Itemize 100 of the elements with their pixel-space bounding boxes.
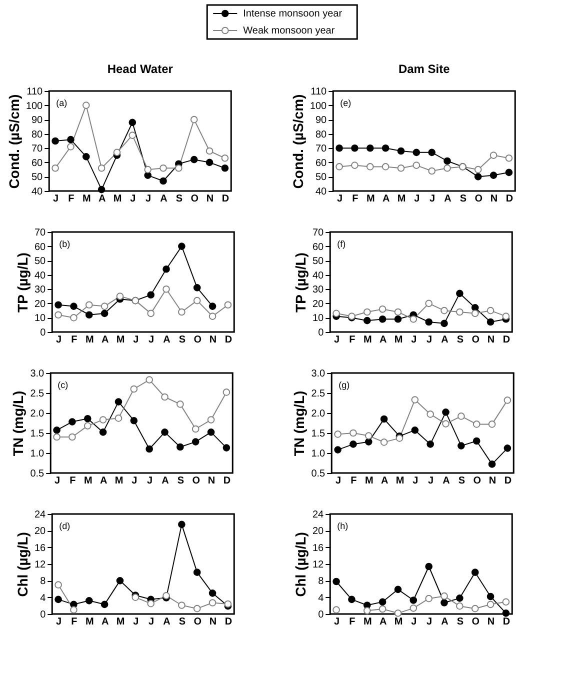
y-axis-title: Chl (µg/L) (292, 532, 308, 597)
x-tick-label: S (456, 616, 464, 628)
y-tick-label: 30 (312, 284, 324, 296)
x-tick-label: M (85, 616, 94, 628)
x-tick-label: J (428, 476, 434, 486)
x-tick-label: D (502, 334, 510, 346)
x-tick-label: F (350, 476, 357, 486)
x-tick-label: N (487, 334, 495, 346)
y-tick-label: 16 (312, 542, 324, 554)
x-tick-label: M (113, 194, 122, 204)
y-tick-label: 60 (316, 158, 328, 169)
x-tick-label: N (487, 616, 495, 628)
y-tick-label: 60 (312, 242, 324, 253)
y-axis-title: Cond. (µS/cm) (6, 94, 22, 189)
y-tick-label: 3.0 (311, 368, 326, 380)
x-tick-label: M (394, 334, 403, 346)
y-tick-label: 80 (316, 129, 328, 140)
x-tick-label: A (382, 194, 390, 204)
x-tick-label: J (334, 616, 340, 628)
y-tick-label: 1.0 (311, 448, 326, 460)
x-tick-label: J (54, 476, 60, 486)
x-tick-label: A (98, 194, 106, 204)
annotation: (a) (56, 98, 68, 108)
y-tick-label: 110 (310, 86, 328, 98)
x-tick-label: J (337, 194, 343, 204)
x-tick-label: O (473, 476, 482, 486)
x-tick-label: A (379, 334, 387, 346)
y-tick-label: 50 (32, 172, 44, 184)
y-tick-label: 100 (310, 100, 328, 112)
y-tick-label: 24 (34, 510, 46, 520)
y-tick-label: 20 (312, 526, 324, 538)
y-tick-label: 4 (318, 592, 324, 604)
y-tick-label: 90 (32, 115, 44, 126)
y-tick-label: 0 (40, 328, 46, 338)
x-tick-label: J (133, 616, 139, 628)
x-tick-label: M (394, 616, 403, 628)
x-tick-label: F (68, 194, 74, 204)
chart-title: Dam Site (398, 62, 450, 76)
y-tick-label: 2.5 (30, 388, 45, 400)
x-tick-label: A (163, 616, 170, 628)
x-tick-label: N (488, 476, 496, 486)
y-tick-label: 70 (34, 228, 46, 238)
y-tick-label: 3.0 (30, 368, 45, 380)
legend-label: Weak monsoon year (243, 26, 336, 36)
x-tick-label: S (458, 476, 466, 486)
y-tick-label: 80 (32, 129, 44, 140)
x-tick-label: M (82, 194, 91, 204)
y-tick-label: 4 (40, 592, 46, 604)
x-tick-label: A (444, 194, 452, 204)
x-tick-label: M (363, 616, 372, 628)
annotation: (c) (58, 380, 68, 390)
y-tick-label: 2.0 (311, 408, 326, 420)
y-tick-label: 0 (40, 610, 46, 620)
x-tick-label: J (146, 194, 152, 204)
x-tick-label: J (412, 476, 418, 486)
x-tick-label: F (352, 194, 358, 204)
annotation: (g) (338, 380, 350, 390)
x-tick-label: F (349, 334, 356, 346)
y-tick-label: 90 (316, 115, 328, 126)
y-tick-label: 10 (312, 313, 324, 324)
x-tick-label: D (223, 476, 231, 486)
x-tick-label: M (84, 476, 92, 486)
legend-label: Intense monsoon year (243, 8, 343, 20)
y-tick-label: 50 (316, 172, 328, 184)
y-tick-label: 24 (312, 510, 324, 520)
x-tick-label: J (147, 476, 153, 486)
x-tick-label: J (430, 194, 436, 204)
x-tick-label: O (194, 616, 202, 628)
y-tick-label: 8 (40, 576, 46, 588)
x-tick-label: J (334, 334, 340, 346)
y-axis-title: TP (µg/L) (292, 252, 308, 312)
y-tick-label: 30 (34, 284, 46, 296)
x-tick-label: A (160, 194, 168, 204)
x-tick-label: N (209, 334, 217, 346)
x-tick-label: N (206, 194, 214, 204)
y-tick-label: 60 (34, 242, 46, 253)
annotation: (e) (340, 98, 352, 108)
y-tick-label: 70 (312, 228, 324, 238)
y-axis-title: TP (µg/L) (14, 252, 30, 312)
x-tick-label: M (85, 334, 94, 346)
x-tick-label: A (100, 476, 108, 486)
y-tick-label: 60 (32, 158, 44, 169)
annotation: (h) (337, 521, 348, 531)
x-tick-label: J (56, 334, 62, 346)
y-tick-label: 70 (316, 144, 328, 155)
x-tick-label: M (366, 194, 375, 204)
y-tick-label: 50 (312, 256, 324, 268)
x-tick-label: S (178, 334, 186, 346)
x-tick-label: M (364, 476, 374, 486)
x-tick-label: J (148, 334, 154, 346)
y-tick-label: 100 (26, 100, 44, 112)
x-tick-label: A (441, 334, 448, 346)
y-tick-label: 10 (34, 313, 46, 324)
x-tick-label: S (456, 334, 464, 346)
x-tick-label: A (101, 334, 109, 346)
y-tick-label: 12 (312, 560, 324, 570)
x-tick-label: F (70, 476, 76, 486)
x-tick-label: S (178, 616, 186, 628)
x-tick-label: O (194, 334, 202, 346)
x-tick-label: J (336, 476, 342, 486)
